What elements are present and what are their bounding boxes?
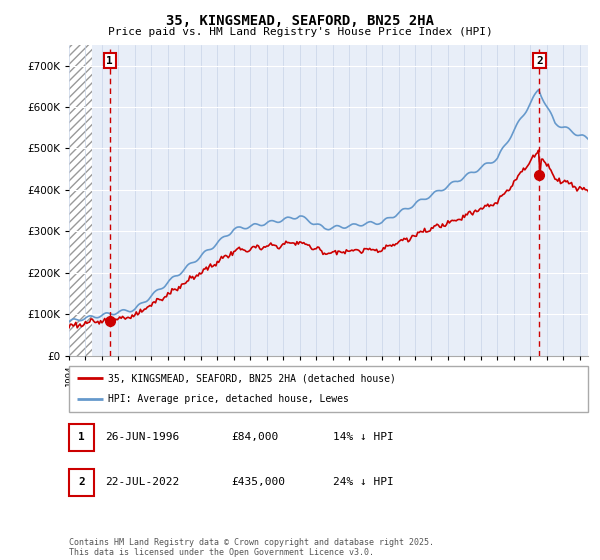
- Text: £84,000: £84,000: [231, 432, 278, 442]
- Text: 2: 2: [78, 477, 85, 487]
- Text: 35, KINGSMEAD, SEAFORD, BN25 2HA: 35, KINGSMEAD, SEAFORD, BN25 2HA: [166, 14, 434, 28]
- Text: 35, KINGSMEAD, SEAFORD, BN25 2HA (detached house): 35, KINGSMEAD, SEAFORD, BN25 2HA (detach…: [108, 373, 396, 383]
- Text: 26-JUN-1996: 26-JUN-1996: [105, 432, 179, 442]
- Text: 2: 2: [536, 55, 543, 66]
- Text: 1: 1: [78, 432, 85, 442]
- Text: 1: 1: [106, 55, 113, 66]
- Text: Price paid vs. HM Land Registry's House Price Index (HPI): Price paid vs. HM Land Registry's House …: [107, 27, 493, 37]
- Text: 24% ↓ HPI: 24% ↓ HPI: [333, 477, 394, 487]
- Text: £435,000: £435,000: [231, 477, 285, 487]
- Text: Contains HM Land Registry data © Crown copyright and database right 2025.
This d: Contains HM Land Registry data © Crown c…: [69, 538, 434, 557]
- Text: 14% ↓ HPI: 14% ↓ HPI: [333, 432, 394, 442]
- Text: HPI: Average price, detached house, Lewes: HPI: Average price, detached house, Lewe…: [108, 394, 349, 404]
- FancyBboxPatch shape: [69, 366, 588, 412]
- Text: 22-JUL-2022: 22-JUL-2022: [105, 477, 179, 487]
- Bar: [69, 45, 92, 356]
